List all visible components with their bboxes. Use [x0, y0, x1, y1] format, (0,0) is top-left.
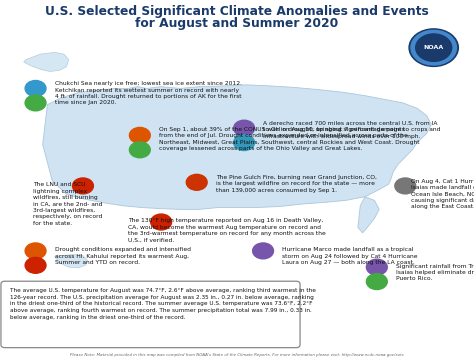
Text: for August and Summer 2020: for August and Summer 2020 [136, 17, 338, 30]
Text: On Sep 1, about 39% of the CONUS was in drought; up about 7 percentage points
fr: On Sep 1, about 39% of the CONUS was in … [159, 127, 419, 151]
Polygon shape [24, 52, 69, 71]
Text: The Pine Gulch Fire, burning near Grand Junction, CO,
is the largest wildfire on: The Pine Gulch Fire, burning near Grand … [216, 175, 376, 193]
Circle shape [25, 81, 46, 96]
Text: U.S. Selected Significant Climate Anomalies and Events: U.S. Selected Significant Climate Anomal… [45, 5, 429, 18]
Text: Please Note: Material provided in this map was compiled from NOAA's State of the: Please Note: Material provided in this m… [70, 353, 404, 357]
Circle shape [366, 274, 387, 290]
Text: NOAA: NOAA [424, 45, 444, 50]
Polygon shape [55, 255, 88, 268]
Text: The average U.S. temperature for August was 74.7°F, 2.6°F above average, ranking: The average U.S. temperature for August … [10, 288, 316, 320]
Circle shape [416, 34, 452, 61]
Circle shape [129, 142, 150, 158]
Circle shape [73, 178, 93, 194]
Polygon shape [358, 197, 379, 233]
Circle shape [234, 120, 255, 136]
Text: Drought conditions expanded and intensified
across HI. Kahului reported its warm: Drought conditions expanded and intensif… [55, 247, 191, 265]
Text: A derecho raced 700 miles across the central U.S. from IA
to OH on Aug 10, bring: A derecho raced 700 miles across the cen… [263, 121, 440, 139]
Circle shape [366, 259, 387, 275]
Circle shape [253, 243, 273, 259]
Circle shape [151, 214, 172, 230]
Text: Chukchi Sea nearly ice free; lowest sea ice extent since 2012.
Ketchikan reporte: Chukchi Sea nearly ice free; lowest sea … [55, 81, 242, 105]
Text: The 130°F high temperature reported on Aug 16 in Death Valley,
CA, would become : The 130°F high temperature reported on A… [128, 218, 326, 243]
Circle shape [411, 30, 456, 65]
Text: Hurricane Marco made landfall as a tropical
storm on Aug 24 followed by Cat 4 Hu: Hurricane Marco made landfall as a tropi… [282, 247, 418, 265]
Circle shape [25, 257, 46, 273]
Text: The LNU and SCU
lightning complex
wildfires, still burning
in CA, are the 2nd- a: The LNU and SCU lightning complex wildfi… [33, 182, 103, 226]
Circle shape [409, 29, 458, 66]
Text: Significant rainfall from Tropical Storm
Isaias helped eliminate drought across
: Significant rainfall from Tropical Storm… [396, 264, 474, 281]
Circle shape [186, 174, 207, 190]
Circle shape [25, 95, 46, 111]
Text: On Aug 4, Cat 1 Hurricane
Isaias made landfall on
Ocean Isle Beach, NC,
causing : On Aug 4, Cat 1 Hurricane Isaias made la… [411, 179, 474, 209]
Circle shape [129, 127, 150, 143]
FancyBboxPatch shape [1, 281, 300, 348]
Circle shape [25, 243, 46, 259]
Polygon shape [43, 85, 431, 209]
Circle shape [395, 178, 416, 194]
Circle shape [234, 135, 255, 151]
